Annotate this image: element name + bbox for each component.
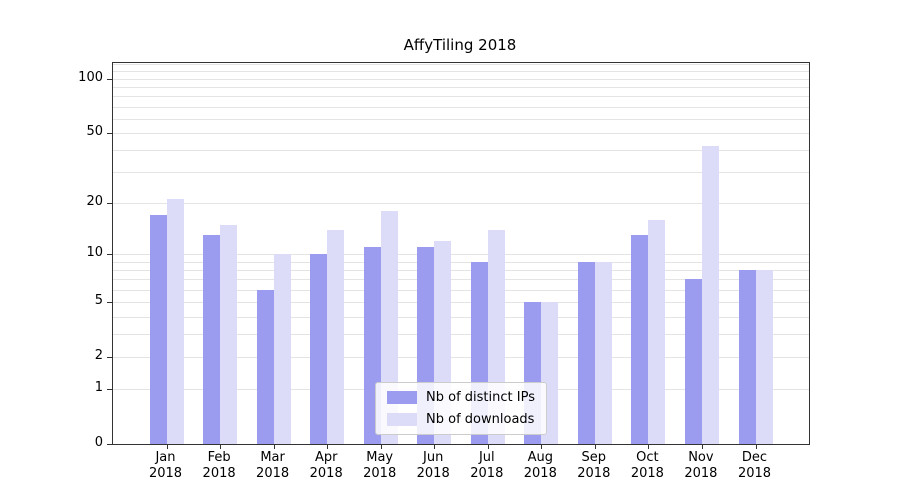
- legend-swatch-distinct-ips: [387, 391, 418, 404]
- legend-item-distinct-ips: Nb of distinct IPs: [387, 390, 535, 405]
- chart-title: AffyTiling 2018: [403, 36, 517, 54]
- bar-dec-distinct-ips: [738, 270, 756, 444]
- gridline-100: [113, 78, 809, 80]
- x-tick-label-dec: Dec 2018: [737, 450, 772, 481]
- y-tick-mark-1: [107, 389, 112, 391]
- gridline-4: [113, 316, 809, 318]
- gridline-20: [113, 203, 809, 204]
- gridline-120: [113, 64, 809, 66]
- x-tick-mark-sep: [594, 445, 596, 449]
- bar-apr-distinct-ips: [310, 254, 328, 444]
- bar-feb-distinct-ips: [203, 235, 221, 444]
- y-tick-label-0: 0: [94, 435, 103, 450]
- y-tick-mark-5: [107, 302, 112, 304]
- x-tick-label-jan: Jan 2018: [148, 450, 183, 481]
- bar-mar-distinct-ips: [256, 289, 274, 444]
- plot-area: Nb of distinct IPs Nb of downloads: [107, 62, 810, 449]
- x-tick-label-may: May 2018: [363, 450, 397, 481]
- x-tick-mark-aug: [541, 445, 543, 449]
- y-tick-label-2: 2: [94, 348, 103, 363]
- bar-jan-downloads: [166, 199, 184, 444]
- bar-dec-downloads: [755, 270, 773, 444]
- y-tick-mark-100: [107, 78, 112, 80]
- y-tick-mark-50: [107, 132, 112, 134]
- legend-label-distinct-ips: Nb of distinct IPs: [426, 390, 535, 405]
- bar-jan-distinct-ips: [149, 215, 167, 444]
- x-tick-label-aug: Aug 2018: [523, 450, 557, 481]
- x-tick-mark-dec: [755, 445, 757, 449]
- gridline-3: [113, 334, 809, 336]
- y-tick-label-10: 10: [86, 245, 103, 261]
- gridline-7: [113, 279, 809, 281]
- gridline-9: [113, 261, 809, 263]
- x-tick-label-mar: Mar 2018: [256, 450, 290, 481]
- x-tick-label-feb: Feb 2018: [202, 450, 236, 481]
- gridline-50: [113, 132, 809, 134]
- bar-oct-distinct-ips: [631, 235, 649, 444]
- x-tick-mark-nov: [701, 445, 703, 449]
- y-tick-label-50: 50: [86, 123, 103, 139]
- y-tick-mark-0: [107, 444, 112, 445]
- gridline-2: [113, 357, 809, 358]
- bar-nov-distinct-ips: [684, 279, 702, 444]
- y-tick-label-1: 1: [94, 380, 103, 396]
- x-tick-mark-jul: [487, 445, 489, 449]
- bar-feb-downloads: [220, 224, 238, 444]
- x-tick-mark-oct: [648, 445, 650, 449]
- gridline-110: [113, 71, 809, 73]
- x-tick-label-oct: Oct 2018: [630, 450, 664, 481]
- legend-label-downloads: Nb of downloads: [426, 412, 535, 427]
- gridline-60: [113, 118, 809, 120]
- gridline-30: [113, 172, 809, 174]
- gridline-40: [113, 150, 809, 151]
- x-tick-label-nov: Nov 2018: [684, 450, 718, 481]
- x-tick-mark-feb: [220, 445, 222, 449]
- gridline-10: [113, 254, 809, 256]
- x-tick-label-sep: Sep 2018: [577, 450, 611, 481]
- x-tick-mark-apr: [327, 445, 329, 449]
- bar-sep-downloads: [594, 261, 612, 444]
- x-tick-mark-jan: [166, 445, 168, 449]
- gridline-70: [113, 106, 809, 108]
- gridline-8: [113, 270, 809, 271]
- y-tick-label-5: 5: [94, 293, 103, 309]
- legend-item-downloads: Nb of downloads: [387, 412, 535, 427]
- x-tick-mark-jun: [434, 445, 436, 449]
- x-tick-label-apr: Apr 2018: [309, 450, 343, 481]
- bar-mar-downloads: [273, 254, 291, 444]
- bar-apr-downloads: [327, 229, 345, 444]
- y-tick-label-100: 100: [78, 69, 103, 85]
- bar-oct-downloads: [648, 219, 666, 444]
- y-tick-label-20: 20: [86, 194, 103, 209]
- y-tick-mark-10: [107, 254, 112, 256]
- legend-swatch-downloads: [387, 413, 418, 426]
- x-tick-label-jul: Jul 2018: [470, 450, 504, 481]
- y-tick-mark-2: [107, 357, 112, 358]
- gridline-80: [113, 96, 809, 98]
- gridline-6: [113, 289, 809, 291]
- bar-sep-distinct-ips: [577, 261, 595, 444]
- x-tick-label-jun: Jun 2018: [416, 450, 450, 481]
- bar-nov-downloads: [701, 146, 719, 444]
- gridline-5: [113, 302, 809, 304]
- x-tick-mark-may: [380, 445, 382, 449]
- legend: Nb of distinct IPs Nb of downloads: [375, 382, 547, 435]
- y-tick-mark-20: [107, 203, 112, 204]
- x-tick-mark-mar: [273, 445, 275, 449]
- gridline-90: [113, 86, 809, 88]
